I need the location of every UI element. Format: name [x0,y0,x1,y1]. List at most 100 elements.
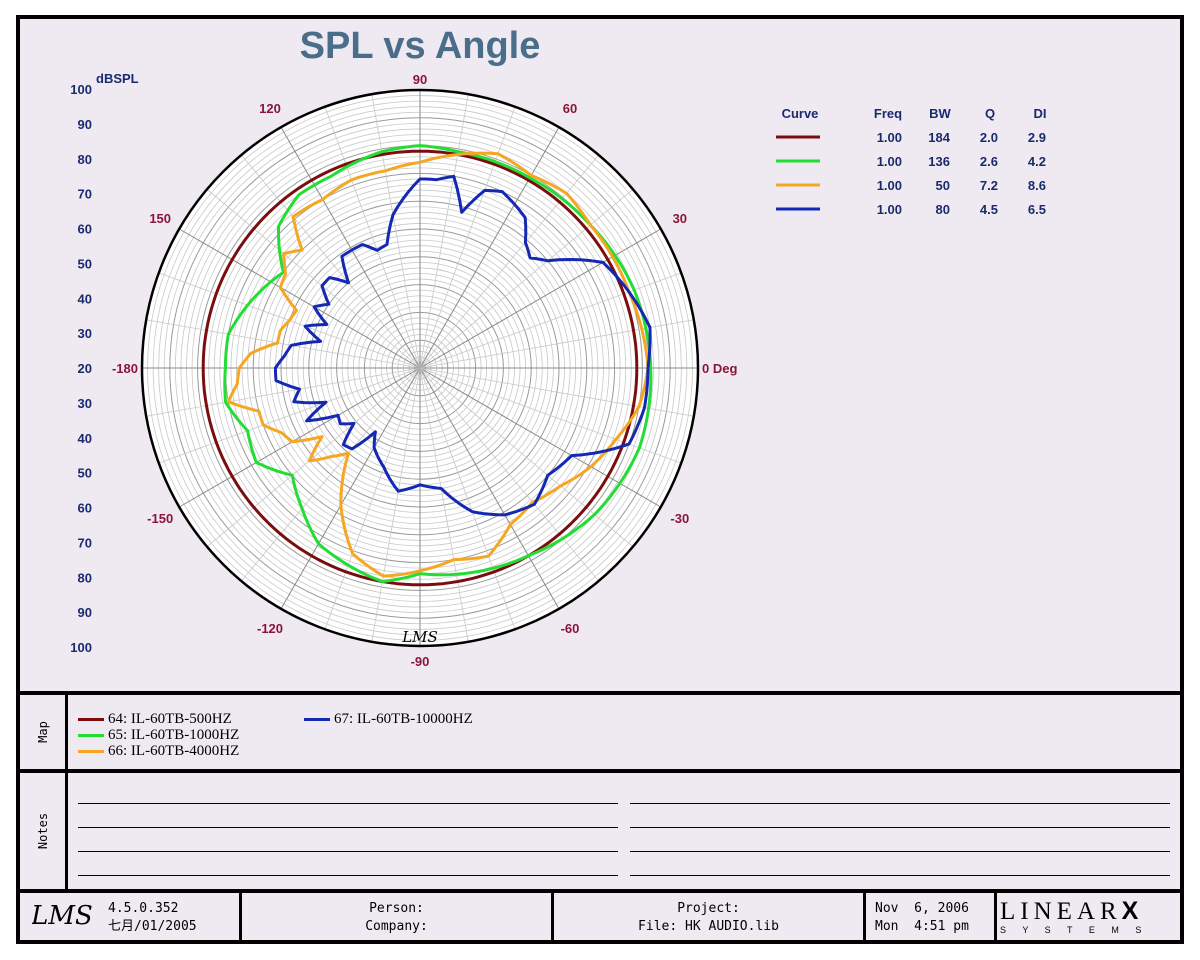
angular-gridline [206,367,421,548]
note-line[interactable] [630,875,1170,876]
param-value-di: 2.9 [1028,130,1046,145]
file-label: File: HK AUDIO.lib [638,919,779,934]
angular-gridline [324,106,421,369]
radial-tick-label: 80 [78,152,92,167]
svg-text:LMS: LMS [32,901,93,931]
divider-map-top [16,691,1184,695]
map-swatch [78,750,104,753]
angle-tick-label: -180 [112,361,138,376]
param-header: Curve [782,106,819,121]
param-value-di: 6.5 [1028,202,1046,217]
note-line[interactable] [78,803,618,804]
radial-tick-label: 100 [70,640,92,655]
param-value-freq: 1.00 [877,202,902,217]
company-label: Company: [365,919,428,934]
angular-gridline [240,367,421,582]
radial-tick-label: 90 [78,117,92,132]
chart-title: SPL vs Angle [300,25,541,67]
param-value-freq: 1.00 [877,178,902,193]
radial-unit-label: dBSPL [96,71,139,86]
angular-gridline [419,228,662,369]
side-divider [65,691,68,893]
param-value-freq: 1.00 [877,130,902,145]
radial-tick-label: 30 [78,396,92,411]
angular-gridline [419,367,682,464]
angular-gridline [419,126,560,369]
map-entry-label: 66: IL-60TB-4000HZ [108,743,240,759]
map-entry: 64: IL-60TB-500HZ [78,711,232,728]
note-line[interactable] [78,851,618,852]
brand-x: X [1121,897,1139,925]
angle-tick-label: -30 [670,511,689,526]
map-entry: 67: IL-60TB-10000HZ [304,711,473,728]
angle-tick-label: -60 [561,621,580,636]
series-curve-65 [223,144,653,583]
footer-version-cell: 4.5.0.352 七月/01/2005 [108,897,197,939]
note-line[interactable] [630,803,1170,804]
param-value-q: 7.2 [980,178,998,193]
param-value-q: 2.0 [980,130,998,145]
angular-gridline [419,367,516,630]
notes-label: Notes [36,812,50,850]
map-entry-label: 65: IL-60TB-1000HZ [108,727,240,743]
print-date: Nov 6, 2006 [875,901,969,916]
param-value-bw: 50 [936,178,950,193]
brand-name: LINEAR [1000,898,1122,925]
angle-tick-label: 0 Deg [702,361,737,376]
angular-gridline [419,367,600,582]
param-value-bw: 184 [928,130,950,145]
radial-tick-label: 50 [78,466,92,481]
angle-tick-label: 60 [563,101,577,116]
lms-logo: LMS [32,901,93,931]
footer-project-cell: Project: File: HK AUDIO.lib [554,897,863,939]
series-curve-67 [273,174,652,517]
angular-gridline [324,367,421,630]
angular-gridline [419,188,634,369]
radial-tick-label: 20 [78,361,92,376]
map-swatch [78,734,104,737]
brand-subtitle: S Y S T E M S [1000,925,1149,935]
polar-chart: SPL vs Angle dBSPL 100 90 80 70 60 50 40 30 20 30… [70,25,1046,669]
note-line[interactable] [630,851,1170,852]
footer-divider-3 [863,893,866,941]
person-label: Person: [369,901,424,916]
note-line[interactable] [78,875,618,876]
angular-gridline [240,154,421,369]
angular-gridline [419,94,469,369]
angular-gridline [419,367,469,642]
radial-tick-label: 100 [70,82,92,97]
angular-gridline [371,367,421,642]
param-value-bw: 80 [936,202,950,217]
note-line[interactable] [630,827,1170,828]
angle-tick-label: 120 [259,101,281,116]
footer-date-cell: Nov 6, 2006 Mon 4:51 pm [875,897,969,939]
footer-divider-4 [994,893,997,941]
software-date: 七月/01/2005 [108,919,197,934]
angular-gridline [419,106,516,369]
radial-tick-label: 60 [78,501,92,516]
angular-gridline [178,228,421,369]
angle-tick-label: -150 [147,511,173,526]
angular-gridline [280,126,421,369]
angular-gridline [419,154,600,369]
angular-gridline [146,367,421,417]
angular-gridline [158,367,421,464]
angular-gridline [419,272,682,369]
divider-footer-top [16,889,1184,893]
note-line[interactable] [78,827,618,828]
series-curve-66 [226,151,650,578]
footer-divider-1 [239,893,242,941]
param-value-di: 4.2 [1028,154,1046,169]
map-swatch [78,718,104,721]
angular-gridline [419,367,634,548]
angle-tick-label: -120 [257,621,283,636]
radial-tick-label: 40 [78,291,92,306]
param-value-freq: 1.00 [877,154,902,169]
param-header: Q [985,106,995,121]
radial-tick-label: 60 [78,222,92,237]
polar-outer-ring [140,88,700,648]
lms-watermark: LMS [401,628,438,646]
angle-tick-label: 90 [413,72,427,87]
angular-gridline [178,367,421,508]
param-value-bw: 136 [928,154,950,169]
